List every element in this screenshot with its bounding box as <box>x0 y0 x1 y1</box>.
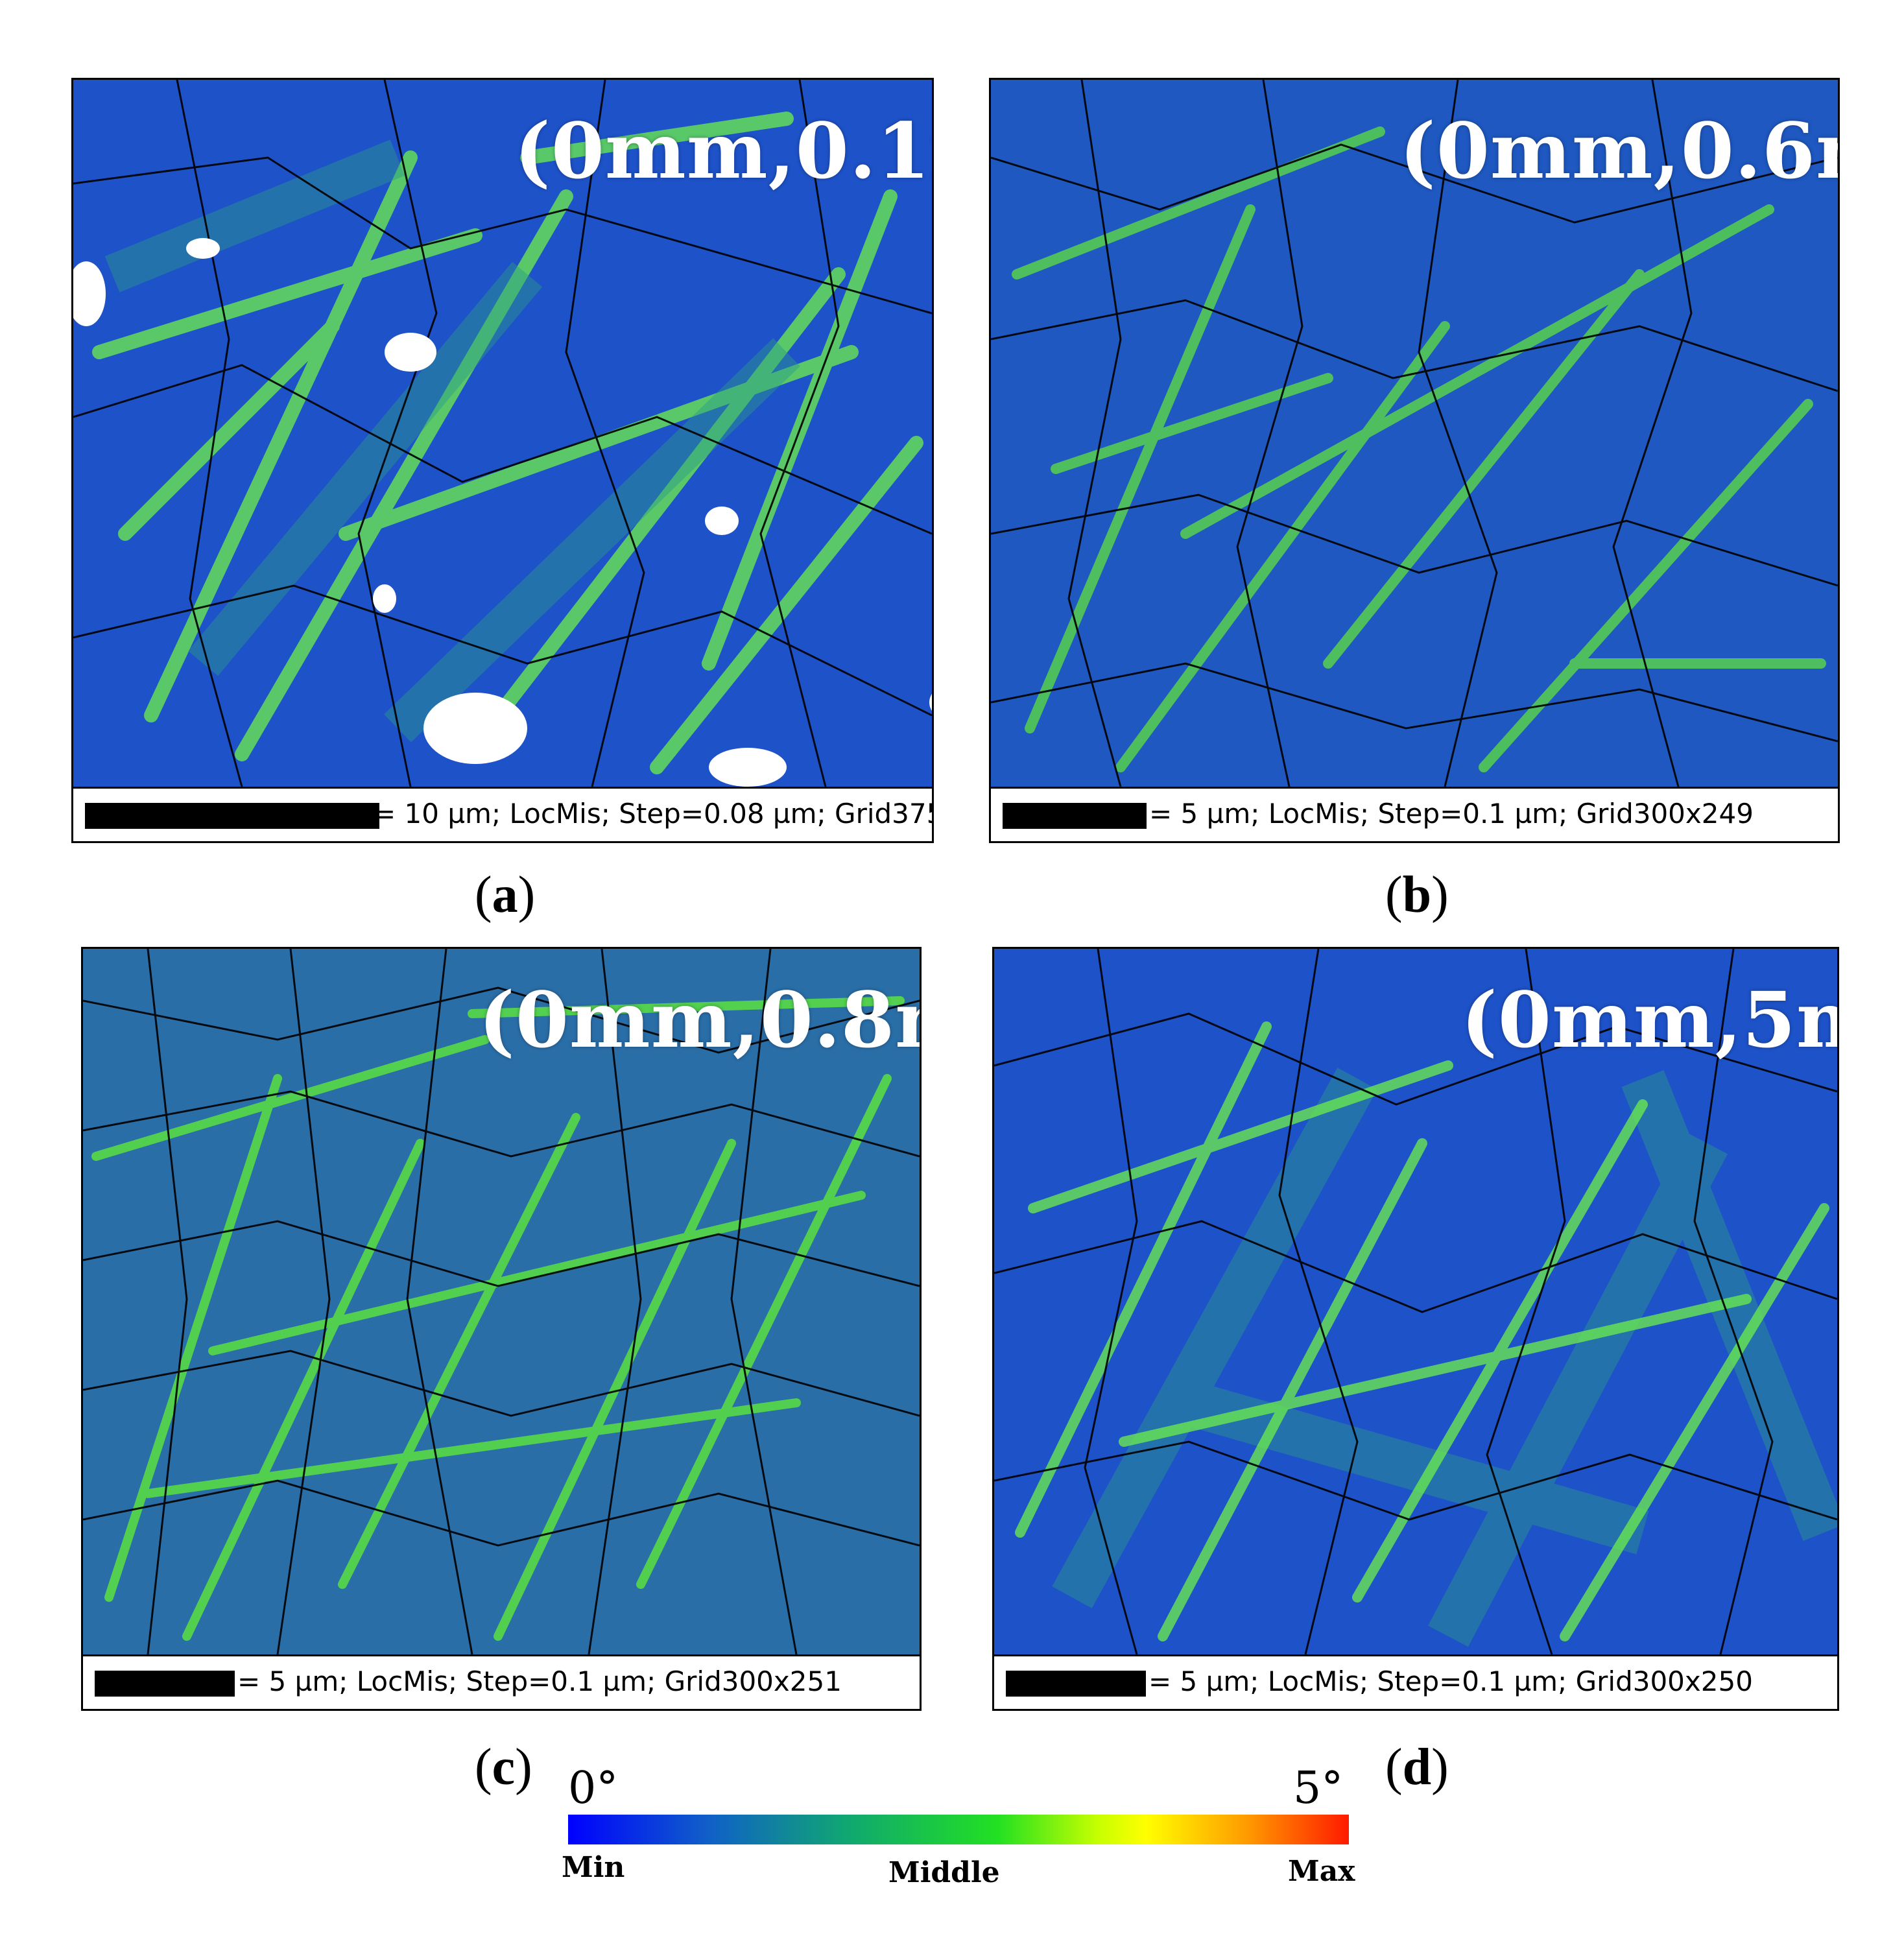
panel-b-coordinate-label: (0mm,0.6mm) <box>1399 106 1838 196</box>
panel-c-scale-strip: = 5 µm; LocMis; Step=0.1 µm; Grid300x251 <box>83 1654 920 1709</box>
panel-b-scale-strip: = 5 µm; LocMis; Step=0.1 µm; Grid300x249 <box>991 787 1838 841</box>
panel-a-scale-text: = 10 µm; LocMis; Step=0.08 µm; Grid375x3… <box>373 798 932 829</box>
ebsd-map-panel-a: (0mm,0.1mm) = 10 µm; LocMis; Step=0.08 µ… <box>71 78 934 843</box>
panel-c-scale-text: = 5 µm; LocMis; Step=0.1 µm; Grid300x251 <box>237 1665 842 1697</box>
panel-d-scale-bar <box>1006 1671 1146 1697</box>
panel-a-caption: (a) <box>475 866 536 924</box>
panel-a-coordinate-label: (0mm,0.1mm) <box>514 106 932 196</box>
ebsd-map-panel-c: (0mm,0.8mm) = 5 µm; LocMis; Step=0.1 µm;… <box>81 947 922 1711</box>
legend-middle-label: Middle <box>888 1856 1000 1889</box>
legend-color-bar <box>568 1815 1349 1844</box>
panel-d-scale-text: = 5 µm; LocMis; Step=0.1 µm; Grid300x250 <box>1148 1665 1753 1697</box>
panel-a-scale-bar <box>85 803 379 829</box>
panel-b-scale-text: = 5 µm; LocMis; Step=0.1 µm; Grid300x249 <box>1149 798 1754 829</box>
legend-max-label: Max <box>1288 1855 1355 1888</box>
panel-d-caption: (d) <box>1385 1739 1449 1796</box>
panel-d-scale-strip: = 5 µm; LocMis; Step=0.1 µm; Grid300x250 <box>994 1654 1837 1709</box>
ebsd-map-panel-b: (0mm,0.6mm) = 5 µm; LocMis; Step=0.1 µm;… <box>989 78 1840 843</box>
kam-map-image-c <box>83 949 920 1654</box>
kam-map-image-a <box>73 80 932 787</box>
kam-map-image-b <box>991 80 1838 787</box>
panel-c-scale-bar <box>95 1671 235 1697</box>
panel-b-caption: (b) <box>1385 866 1449 924</box>
ebsd-map-panel-d: (0mm,5mm) = 5 µm; LocMis; Step=0.1 µm; G… <box>992 947 1839 1711</box>
legend-min-angle: 0° <box>568 1763 619 1814</box>
panel-b-scale-bar <box>1003 803 1147 829</box>
legend-max-angle: 5° <box>1293 1763 1344 1814</box>
panel-d-coordinate-label: (0mm,5mm) <box>1461 975 1837 1065</box>
legend-min-label: Min <box>562 1851 625 1884</box>
panel-c-caption: (c) <box>475 1739 532 1796</box>
panel-c-coordinate-label: (0mm,0.8mm) <box>479 975 920 1065</box>
panel-a-scale-strip: = 10 µm; LocMis; Step=0.08 µm; Grid375x3… <box>73 787 932 841</box>
kam-map-image-d <box>994 949 1837 1654</box>
